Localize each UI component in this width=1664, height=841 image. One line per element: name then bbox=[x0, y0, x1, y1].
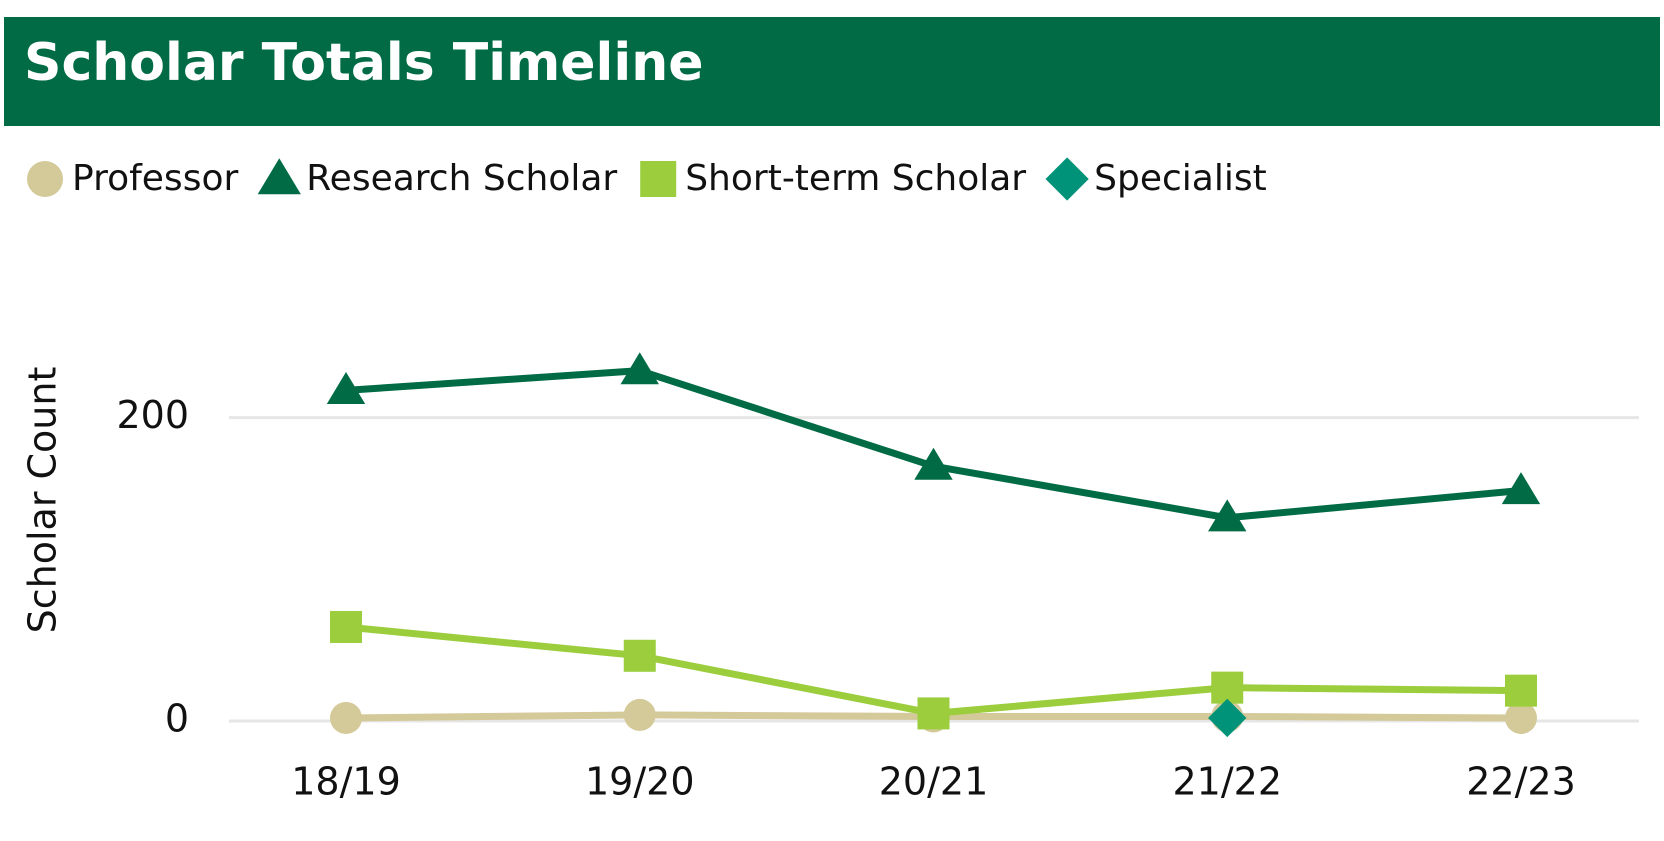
header-band bbox=[4, 17, 1660, 126]
marker bbox=[640, 161, 677, 197]
marker bbox=[1505, 674, 1537, 707]
marker bbox=[330, 610, 362, 643]
marker bbox=[1045, 157, 1089, 201]
y-axis-title: Scholar Count bbox=[21, 367, 65, 634]
x-tick-label: 20/21 bbox=[879, 760, 989, 804]
marker bbox=[917, 697, 950, 730]
chart-title: Scholar Totals Timeline bbox=[24, 33, 703, 93]
marker bbox=[1208, 499, 1247, 532]
marker bbox=[326, 371, 366, 404]
x-tick-label: 21/22 bbox=[1172, 760, 1282, 804]
y-tick-label: 200 bbox=[116, 393, 189, 437]
marker bbox=[623, 639, 656, 672]
x-tick-label: 22/23 bbox=[1466, 760, 1576, 804]
legend-label: Short-term Scholar bbox=[685, 158, 1026, 199]
x-tick-label: 18/19 bbox=[291, 760, 401, 804]
marker bbox=[914, 447, 953, 480]
x-tick-label: 19/20 bbox=[585, 760, 695, 804]
marker bbox=[620, 352, 659, 385]
legend-label: Specialist bbox=[1094, 158, 1267, 199]
marker bbox=[257, 158, 301, 195]
marker bbox=[1208, 698, 1247, 738]
marker bbox=[27, 161, 63, 197]
legend-label: Research Scholar bbox=[306, 158, 617, 199]
marker bbox=[330, 701, 362, 734]
legend-label: Professor bbox=[72, 158, 238, 199]
series-line bbox=[345, 367, 1522, 522]
marker bbox=[1501, 472, 1541, 505]
y-tick-label: 0 bbox=[165, 697, 189, 741]
marker bbox=[1211, 671, 1244, 704]
marker bbox=[623, 698, 656, 731]
marker bbox=[1505, 701, 1537, 734]
